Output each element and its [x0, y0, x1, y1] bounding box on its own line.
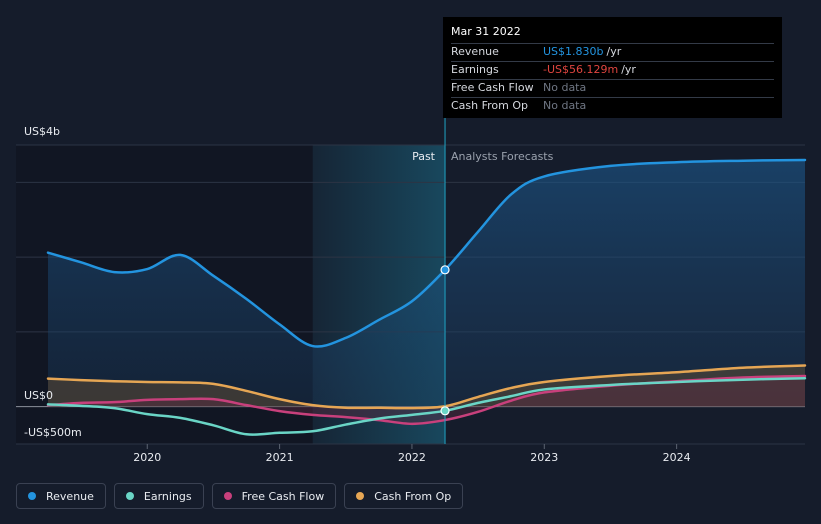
tooltip-row-revenue: Revenue US$1.830b /yr	[451, 43, 774, 61]
tooltip-date: Mar 31 2022	[451, 25, 521, 38]
series-lines	[46, 158, 807, 436]
x-tick-label: 2021	[266, 451, 294, 464]
x-tick-label: 2024	[663, 451, 691, 464]
legend-item-earnings[interactable]: Earnings	[113, 483, 204, 509]
tooltip-label: Cash From Op	[451, 99, 529, 112]
tooltip-value: No data	[543, 99, 587, 112]
legend-dot	[125, 492, 134, 500]
tooltip-unit: /yr	[621, 63, 636, 76]
x-tick-label: 2023	[530, 451, 558, 464]
cash-from-op-line	[46, 364, 807, 410]
legend-dot	[356, 492, 365, 500]
revenue-line	[46, 158, 807, 348]
tooltip-value: US$1.830b	[543, 45, 604, 58]
revenue-marker	[440, 265, 450, 275]
x-tick-label: 2020	[133, 451, 161, 464]
tooltip-row-cash-from-op: Cash From Op No data	[451, 97, 774, 115]
forecast-label: Analysts Forecasts	[451, 150, 554, 163]
y-label-top: US$4b	[24, 125, 60, 138]
tooltip-unit: /yr	[606, 45, 622, 58]
tooltip-label: Revenue	[451, 45, 499, 58]
legend: Revenue Earnings Free Cash Flow Cash Fro…	[16, 483, 464, 509]
tooltip-row-free-cash-flow: Free Cash Flow No data	[451, 79, 774, 97]
tooltip-label: Free Cash Flow	[451, 81, 534, 94]
past-label: Past	[412, 150, 436, 163]
axis-labels: US$4b US$0 -US$500m Past Analysts Foreca…	[24, 125, 554, 439]
y-label-zero: US$0	[24, 389, 53, 402]
legend-label: Earnings	[143, 489, 192, 503]
free-cash-flow-area	[48, 375, 805, 424]
legend-item-revenue[interactable]: Revenue	[16, 483, 106, 509]
legend-item-cash-from-op[interactable]: Cash From Op	[344, 483, 464, 509]
y-label-bottom: -US$500m	[24, 426, 82, 439]
tooltip-value: -US$56.129m	[543, 63, 619, 76]
legend-label: Free Cash Flow	[241, 489, 325, 503]
tooltip-label: Earnings	[451, 63, 499, 76]
legend-item-free-cash-flow[interactable]: Free Cash Flow	[211, 483, 337, 509]
legend-label: Revenue	[46, 489, 94, 503]
legend-label: Cash From Op	[374, 489, 452, 503]
highlight-markers	[440, 265, 450, 416]
x-tick-label: 2022	[398, 451, 426, 464]
tooltip-row-earnings: Earnings -US$56.129m /yr	[451, 61, 774, 79]
earnings-line	[46, 376, 807, 436]
x-axis-ticks: 2020 2021 2022 2023 2024	[133, 444, 691, 464]
legend-dot	[223, 492, 232, 500]
tooltip: Mar 31 2022 Revenue US$1.830b /yr Earnin…	[443, 17, 782, 118]
legend-dot	[28, 492, 36, 500]
tooltip-value: No data	[543, 81, 587, 94]
earnings-marker	[440, 406, 450, 416]
revenue-area	[48, 159, 805, 407]
